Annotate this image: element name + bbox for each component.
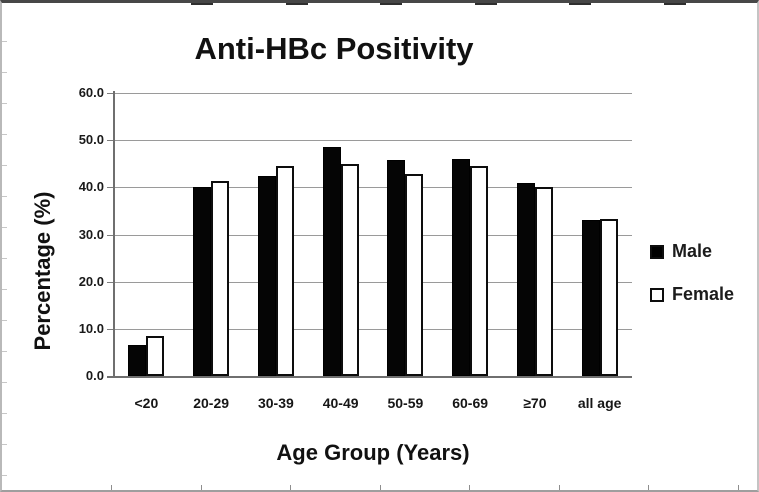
gridline-20.0 [114,281,632,283]
bar-female-60-69 [470,165,489,376]
bar-female-30-39 [275,166,294,376]
ruler-tick-bottom [738,485,739,490]
x-axis-label-20-29: 20-29 [193,395,230,411]
ruler-tick-left [2,413,7,414]
y-axis-label-40.0: 40.0 [78,179,104,195]
ruler-tick-left [2,320,7,321]
ruler-tick-left [2,103,7,104]
gridline-60.0 [114,93,632,94]
x-axis-title: Age Group (Years) [276,440,470,465]
legend-swatch-male-icon [650,244,664,259]
y-axis-label-30.0: 30.0 [78,226,104,242]
bar-male-20-29 [193,187,212,376]
x-axis-label-all age: all age [577,395,622,411]
x-axis-label-30-39: 30-39 [257,395,294,411]
legend: Male Female [650,241,755,327]
bar-male-30-39 [257,176,276,376]
gridline-10.0 [114,328,632,330]
ruler-tick-left [2,165,7,166]
bar-male-<20 [128,344,147,376]
legend-swatch-female-icon [650,287,664,302]
y-tick-20.0 [107,281,114,283]
ruler-tick-top [475,3,497,5]
ruler-tick-left [2,258,7,259]
bar-male-40-49 [322,146,341,376]
y-tick-50.0 [107,140,114,142]
x-axis-label-<20: <20 [134,395,159,411]
legend-label-male: Male [672,241,713,261]
ruler-tick-bottom [380,485,381,490]
x-axis-label-40-49: 40-49 [322,395,359,411]
ruler-tick-left [2,227,7,228]
ruler-tick-bottom [648,485,649,490]
ruler-tick-bottom [290,485,291,490]
gridline-50.0 [114,140,632,142]
y-tick-40.0 [107,187,114,189]
y-tick-60.0 [107,93,114,94]
bar-female-≥70 [534,187,553,376]
ruler-tick-left [2,72,7,73]
y-axis-label-50.0: 50.0 [78,132,104,148]
legend-item-female: Female [650,284,755,305]
ruler-tick-left [2,351,7,352]
x-axis-label-60-69: 60-69 [452,395,489,411]
x-axis-line [107,376,632,378]
chart-title: Anti-HBc Positivity [194,31,474,66]
ruler-tick-top [569,3,591,5]
bar-male-60-69 [452,158,471,376]
bar-male-≥70 [516,182,535,376]
bar-female-40-49 [340,164,359,376]
bar-female-all age [599,218,618,376]
legend-item-male: Male [650,241,755,262]
ruler-tick-left [2,475,7,476]
y-axis-label-60.0: 60.0 [78,85,104,100]
legend-label-female: Female [672,284,735,304]
ruler-tick-bottom [469,485,470,490]
ruler-tick-bottom [559,485,560,490]
ruler-tick-left [2,289,7,290]
ruler-tick-top [286,3,308,5]
ruler-tick-left [2,196,7,197]
ruler-tick-bottom [201,485,202,490]
plot-area: 0.0 10.0 20.0 30.0 40.0 50.0 60.0 <20 20-29 30-3… [2,3,757,490]
ruler-tick-top [191,3,213,5]
ruler-tick-left [2,134,7,135]
y-tick-10.0 [107,328,114,330]
bar-female-20-29 [211,180,230,376]
y-axis-label-0.0: 0.0 [85,368,104,383]
y-tick-30.0 [107,234,114,236]
x-axis-label-≥70: ≥70 [523,395,547,411]
ruler-tick-top [664,3,686,5]
ruler-tick-bottom [111,485,112,490]
ruler-tick-left [2,41,7,42]
y-axis-label-20.0: 20.0 [78,273,104,289]
bar-female-50-59 [405,174,424,376]
y-axis-line [113,91,115,377]
gridline-40.0 [114,187,632,189]
ruler-tick-left [2,382,7,383]
y-axis-label-10.0: 10.0 [78,320,104,336]
bar-female-<20 [146,335,165,376]
ruler-tick-top [380,3,402,5]
bar-male-all age [581,220,600,376]
ruler-tick-left [2,444,7,445]
x-axis-label-50-59: 50-59 [387,395,424,411]
bar-male-50-59 [387,159,406,376]
gridline-30.0 [114,234,632,236]
